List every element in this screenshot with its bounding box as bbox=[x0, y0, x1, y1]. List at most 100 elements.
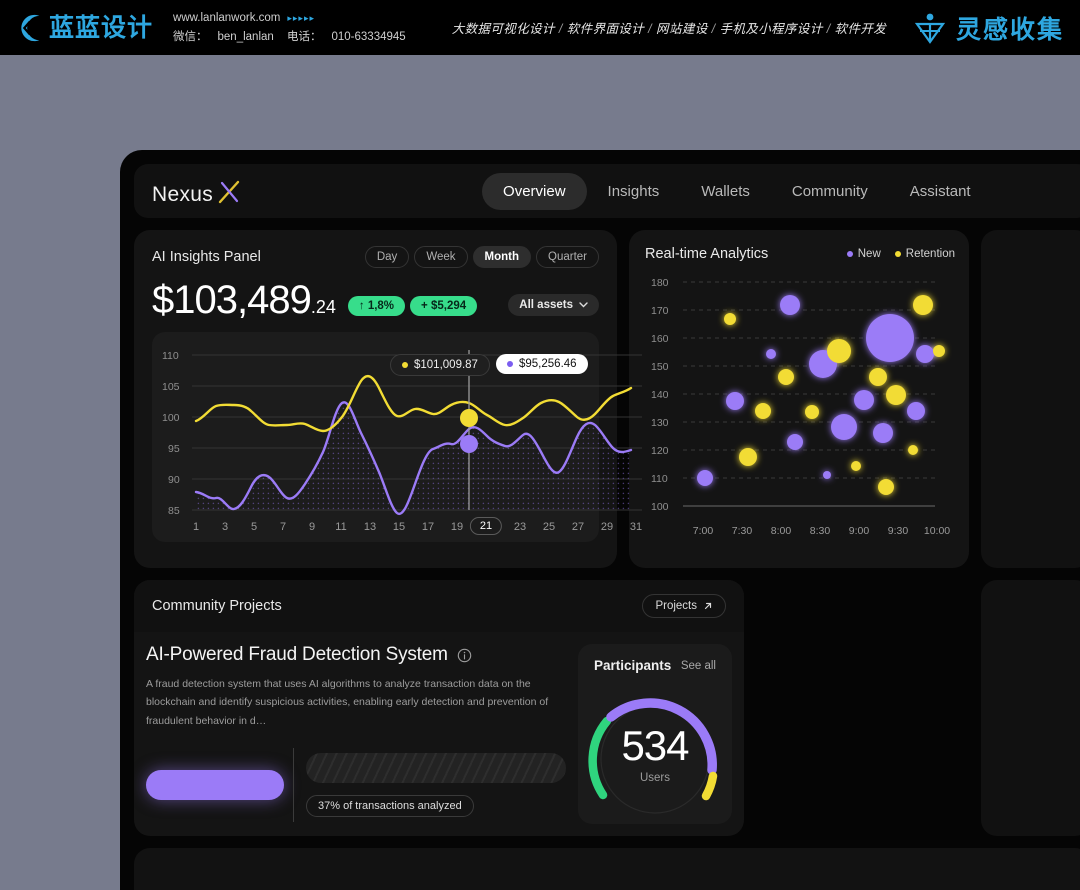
ai-panel-title: AI Insights Panel bbox=[152, 249, 261, 265]
legend-new: New bbox=[846, 248, 881, 260]
range-selector: Day Week Month Quarter bbox=[364, 246, 599, 268]
x-tick[interactable]: 15 bbox=[392, 521, 406, 533]
yellow-marker bbox=[460, 409, 478, 427]
x-tick[interactable]: 5 bbox=[250, 521, 258, 533]
lanlan-mark-icon bbox=[21, 14, 40, 41]
dashboard-window: Nexus Overview Insights Wallets Communit… bbox=[120, 150, 1080, 890]
x-tick[interactable]: 11 bbox=[335, 521, 347, 533]
x-tick: 8:30 bbox=[810, 525, 831, 537]
x-tick: 10:00 bbox=[924, 525, 950, 537]
progress-area: 37% of transactions analyzed bbox=[146, 748, 566, 823]
community-projects-card: Community Projects Projects AI-Powered F… bbox=[134, 580, 744, 836]
svg-text:95: 95 bbox=[168, 443, 180, 455]
project-title: AI-Powered Fraud Detection System bbox=[146, 644, 448, 665]
progress-track bbox=[306, 753, 566, 784]
contact-block: www.lanlanwork.com ▸▸▸▸▸ 微信： ben_lanlan 电… bbox=[173, 9, 416, 47]
community-title: Community Projects bbox=[152, 598, 282, 614]
side-peek-card-bottom bbox=[981, 580, 1080, 836]
nav-link-community[interactable]: Community bbox=[791, 182, 868, 200]
x-tick[interactable]: 17 bbox=[421, 521, 435, 533]
progress-divider bbox=[293, 748, 294, 823]
svg-text:85: 85 bbox=[168, 505, 180, 517]
range-month[interactable]: Month bbox=[472, 246, 531, 268]
wechat-label: 微信： bbox=[173, 30, 208, 43]
watermark-banner: 蓝蓝设计 www.lanlanwork.com ▸▸▸▸▸ 微信： ben_lan… bbox=[0, 0, 1080, 55]
tooltip-new-value: $95,256.46 bbox=[519, 358, 577, 370]
x-tick[interactable]: 19 bbox=[450, 521, 464, 533]
nav-link-wallets[interactable]: Wallets bbox=[701, 182, 750, 200]
progress-caption: 37% of transactions analyzed bbox=[306, 795, 474, 818]
top-navigation: Nexus Overview Insights Wallets Communit… bbox=[134, 164, 1080, 218]
wechat-value: ben_lanlan bbox=[217, 30, 274, 43]
participants-value: 534 bbox=[621, 722, 689, 769]
svg-text:100: 100 bbox=[651, 501, 669, 513]
svg-text:90: 90 bbox=[168, 474, 180, 486]
legend-new-label: New bbox=[857, 248, 881, 260]
x-tick[interactable]: 7 bbox=[279, 521, 287, 533]
projects-button-label: Projects bbox=[655, 600, 697, 612]
x-tick: 7:30 bbox=[732, 525, 753, 537]
participants-unit: Users bbox=[639, 772, 671, 784]
bottom-row: Community Projects Projects AI-Powered F… bbox=[134, 580, 1080, 836]
x-tick: 9:00 bbox=[849, 525, 870, 537]
x-tick[interactable]: 25 bbox=[542, 521, 556, 533]
projects-button[interactable]: Projects bbox=[642, 594, 726, 618]
lanlan-logo-text: 蓝蓝设计 bbox=[49, 13, 154, 42]
gauge-svg bbox=[588, 698, 718, 814]
legend-retention: Retention bbox=[894, 248, 955, 260]
nav-link-assistant[interactable]: Assistant bbox=[909, 182, 971, 200]
range-quarter[interactable]: Quarter bbox=[536, 246, 599, 268]
x-tick[interactable]: 3 bbox=[221, 521, 229, 533]
tooltip-retention-value: $101,009.87 bbox=[414, 359, 478, 371]
x-tick-selected[interactable]: 21 bbox=[469, 517, 503, 535]
gauge-arc-new bbox=[606, 698, 717, 775]
tooltip-new: $95,256.46 bbox=[496, 354, 588, 374]
lanlan-logo: 蓝蓝设计 bbox=[14, 13, 153, 43]
project-block: AI-Powered Fraud Detection System A frau… bbox=[146, 644, 566, 824]
x-tick[interactable]: 29 bbox=[600, 521, 614, 533]
total-amount: $103,489.24 bbox=[152, 280, 336, 320]
gauge-arc-retention bbox=[701, 771, 718, 801]
legend-retention-label: Retention bbox=[905, 248, 955, 260]
nav-link-overview[interactable]: Overview bbox=[482, 172, 587, 210]
chevron-down-icon bbox=[579, 302, 588, 308]
x-tick: 9:30 bbox=[888, 525, 909, 537]
service-item: 手机及小程序设计 bbox=[719, 22, 823, 36]
service-item: 软件界面设计 bbox=[566, 22, 645, 36]
participants-title: Participants bbox=[594, 658, 672, 673]
x-tick[interactable]: 9 bbox=[308, 521, 316, 533]
svg-text:100: 100 bbox=[162, 412, 180, 424]
svg-text:130: 130 bbox=[651, 417, 669, 429]
service-item: 大数据可视化设计 bbox=[451, 22, 555, 36]
amount-cents: .24 bbox=[310, 297, 336, 317]
service-item: 软件开发 bbox=[834, 22, 887, 36]
x-tick: 7:00 bbox=[693, 525, 714, 537]
phone-label: 电话： bbox=[287, 30, 322, 43]
svg-text:110: 110 bbox=[651, 473, 668, 485]
see-all-link[interactable]: See all bbox=[680, 659, 716, 672]
side-peek-card-top bbox=[981, 230, 1080, 568]
nexus-x-icon bbox=[218, 180, 240, 204]
x-tick[interactable]: 23 bbox=[513, 521, 527, 533]
purple-marker bbox=[460, 435, 478, 453]
svg-text:110: 110 bbox=[162, 350, 179, 362]
x-tick[interactable]: 13 bbox=[363, 521, 377, 533]
participants-card: Participants See all 534 Users bbox=[578, 644, 732, 824]
crowd-icon bbox=[914, 13, 946, 44]
range-week[interactable]: Week bbox=[414, 246, 468, 268]
x-tick[interactable]: 27 bbox=[571, 521, 585, 533]
progress-fill bbox=[146, 770, 284, 801]
svg-text:180: 180 bbox=[651, 277, 669, 289]
svg-text:105: 105 bbox=[162, 381, 180, 393]
x-tick: 8:00 bbox=[771, 525, 792, 537]
assets-dropdown[interactable]: All assets bbox=[508, 294, 599, 316]
svg-text:140: 140 bbox=[651, 389, 669, 401]
x-tick[interactable]: 1 bbox=[192, 521, 200, 533]
nav-link-insights[interactable]: Insights bbox=[607, 182, 660, 200]
x-tick[interactable]: 31 bbox=[629, 521, 643, 533]
range-day[interactable]: Day bbox=[364, 246, 410, 268]
svg-text:150: 150 bbox=[651, 361, 669, 373]
services-list: 大数据可视化设计 / 软件界面设计 / 网站建设 / 手机及小程序设计 / 软件开发 bbox=[451, 22, 887, 36]
info-icon[interactable] bbox=[457, 648, 472, 663]
nexus-logo[interactable]: Nexus bbox=[152, 175, 242, 207]
